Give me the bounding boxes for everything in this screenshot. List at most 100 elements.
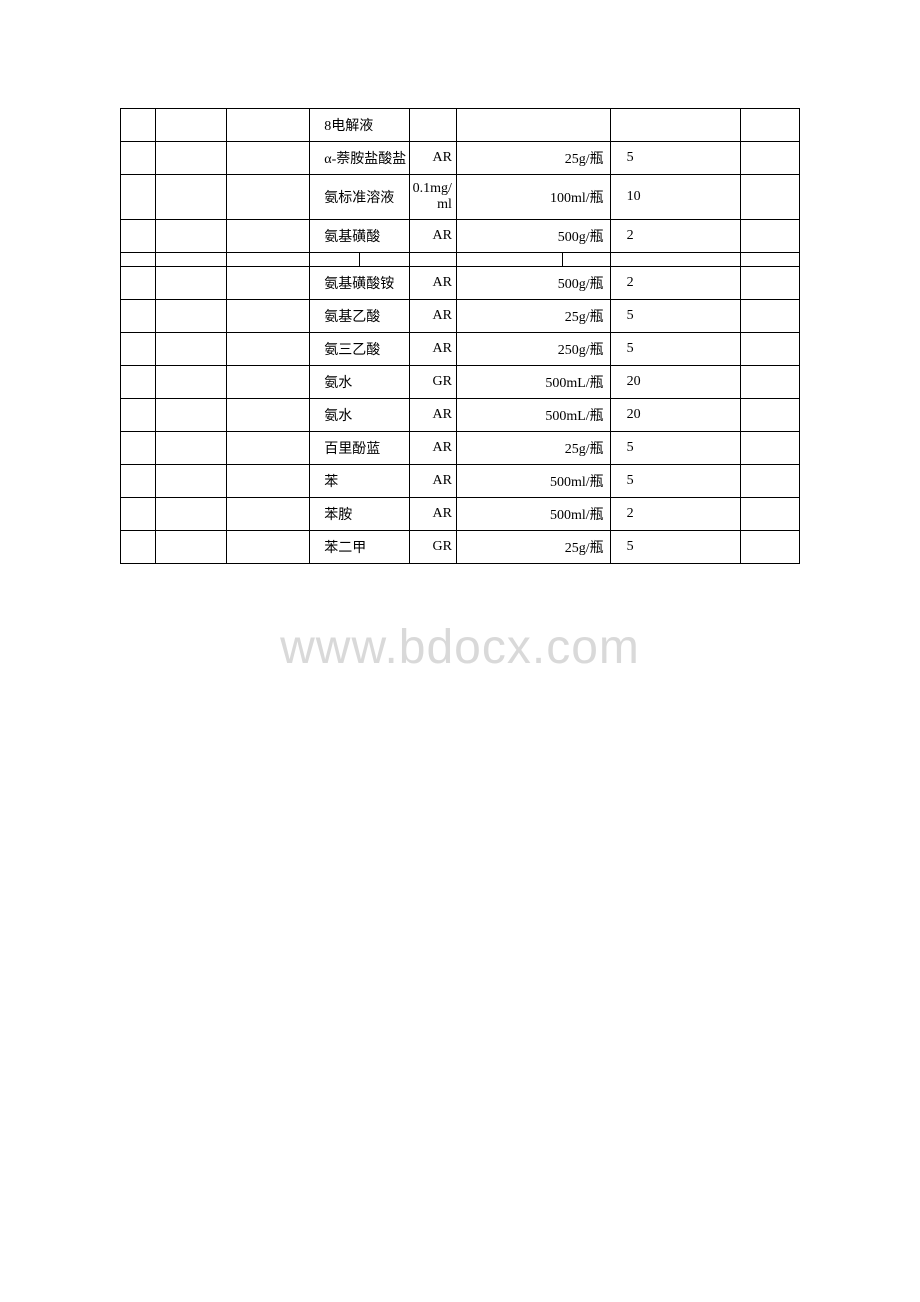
cell-col10 — [740, 300, 799, 333]
cell-col1 — [121, 399, 156, 432]
cell-name: 氨基磺酸 — [310, 220, 409, 253]
cell-spec: 500g/瓶 — [456, 220, 610, 253]
cell-col10 — [740, 142, 799, 175]
cell-spec: 500mL/瓶 — [456, 366, 610, 399]
cell-grade: GR — [409, 366, 456, 399]
cell-col2 — [156, 267, 227, 300]
cell-col10 — [740, 109, 799, 142]
cell-col2 — [156, 432, 227, 465]
cell-name: 氨水 — [310, 366, 409, 399]
cell-grade: AR — [409, 465, 456, 498]
cell-col3 — [227, 220, 310, 253]
cell-col3 — [227, 109, 310, 142]
table-row: 氨水AR500mL/瓶20 — [121, 399, 800, 432]
cell-col10 — [740, 175, 799, 220]
cell-col3 — [227, 531, 310, 564]
blank-cell — [359, 253, 409, 267]
cell-name: 氨基乙酸 — [310, 300, 409, 333]
cell-col10 — [740, 267, 799, 300]
table-row — [121, 253, 800, 267]
blank-cell — [610, 253, 740, 267]
cell-spec: 500ml/瓶 — [456, 498, 610, 531]
blank-cell — [563, 253, 610, 267]
cell-col3 — [227, 399, 310, 432]
cell-col2 — [156, 300, 227, 333]
cell-spec: 500mL/瓶 — [456, 399, 610, 432]
cell-grade: AR — [409, 498, 456, 531]
cell-col2 — [156, 333, 227, 366]
cell-col2 — [156, 366, 227, 399]
cell-spec: 25g/瓶 — [456, 432, 610, 465]
cell-col1 — [121, 432, 156, 465]
cell-spec: 500ml/瓶 — [456, 465, 610, 498]
cell-name: 8电解液 — [310, 109, 409, 142]
table-row: 氨三乙酸AR250g/瓶5 — [121, 333, 800, 366]
cell-col3 — [227, 498, 310, 531]
table-row: 苯二甲GR25g/瓶5 — [121, 531, 800, 564]
cell-col2 — [156, 109, 227, 142]
cell-spec: 25g/瓶 — [456, 300, 610, 333]
table-row: 苯AR500ml/瓶5 — [121, 465, 800, 498]
cell-col2 — [156, 220, 227, 253]
chemical-reagent-table: 8电解液α-萘胺盐酸盐AR25g/瓶5氨标准溶液0.1mg/ml100ml/瓶1… — [120, 108, 800, 564]
table-row: 氨标准溶液0.1mg/ml100ml/瓶10 — [121, 175, 800, 220]
cell-name: 氨基磺酸铵 — [310, 267, 409, 300]
cell-col1 — [121, 366, 156, 399]
cell-name: 氨水 — [310, 399, 409, 432]
cell-qty: 2 — [610, 498, 740, 531]
cell-col3 — [227, 465, 310, 498]
cell-col1 — [121, 531, 156, 564]
cell-qty: 2 — [610, 267, 740, 300]
cell-col2 — [156, 142, 227, 175]
table-row: 氨基乙酸AR25g/瓶5 — [121, 300, 800, 333]
cell-col1 — [121, 175, 156, 220]
cell-col3 — [227, 432, 310, 465]
table-row: α-萘胺盐酸盐AR25g/瓶5 — [121, 142, 800, 175]
cell-col3 — [227, 142, 310, 175]
watermark-text: www.bdocx.com — [280, 620, 640, 675]
cell-col1 — [121, 300, 156, 333]
cell-col2 — [156, 531, 227, 564]
cell-grade: AR — [409, 432, 456, 465]
blank-cell — [456, 253, 562, 267]
cell-grade: AR — [409, 267, 456, 300]
cell-name: 苯二甲 — [310, 531, 409, 564]
blank-cell — [156, 253, 227, 267]
cell-col10 — [740, 465, 799, 498]
cell-col2 — [156, 175, 227, 220]
cell-spec: 25g/瓶 — [456, 531, 610, 564]
cell-name: 百里酚蓝 — [310, 432, 409, 465]
table-row: 氨基磺酸铵AR500g/瓶2 — [121, 267, 800, 300]
cell-col10 — [740, 531, 799, 564]
cell-grade: AR — [409, 300, 456, 333]
cell-col1 — [121, 267, 156, 300]
cell-grade: AR — [409, 142, 456, 175]
cell-grade: 0.1mg/ml — [409, 175, 456, 220]
blank-cell — [310, 253, 360, 267]
table-row: 苯胺AR500ml/瓶2 — [121, 498, 800, 531]
blank-cell — [740, 253, 799, 267]
blank-cell — [409, 253, 456, 267]
cell-col1 — [121, 109, 156, 142]
cell-qty: 10 — [610, 175, 740, 220]
cell-qty: 5 — [610, 531, 740, 564]
table-row: 氨水GR500mL/瓶20 — [121, 366, 800, 399]
cell-col3 — [227, 175, 310, 220]
cell-col10 — [740, 498, 799, 531]
cell-qty: 2 — [610, 220, 740, 253]
cell-spec: 100ml/瓶 — [456, 175, 610, 220]
cell-col2 — [156, 498, 227, 531]
cell-qty: 5 — [610, 300, 740, 333]
cell-col3 — [227, 267, 310, 300]
cell-col10 — [740, 220, 799, 253]
blank-cell — [121, 253, 156, 267]
cell-name: 苯胺 — [310, 498, 409, 531]
cell-grade — [409, 109, 456, 142]
table-row: 8电解液 — [121, 109, 800, 142]
cell-col1 — [121, 142, 156, 175]
cell-col10 — [740, 333, 799, 366]
cell-spec — [456, 109, 610, 142]
cell-col10 — [740, 366, 799, 399]
cell-qty: 5 — [610, 333, 740, 366]
table-row: 氨基磺酸AR500g/瓶2 — [121, 220, 800, 253]
